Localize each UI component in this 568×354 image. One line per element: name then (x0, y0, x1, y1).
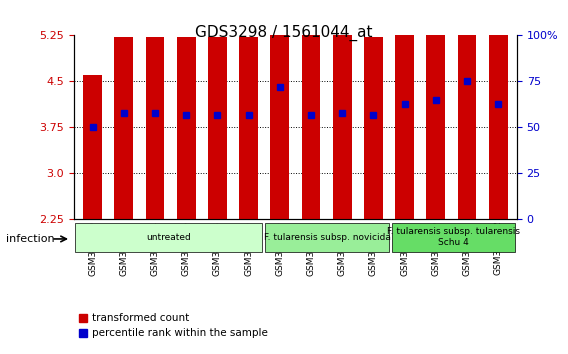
Bar (208, 37, 227, 219)
Bar (458, 0, 477, 219)
Bar (114, 36, 133, 219)
Bar (364, 36, 383, 219)
FancyBboxPatch shape (392, 223, 515, 251)
Bar (302, 35, 320, 219)
Bar (145, 37, 164, 219)
Text: F. tularensis subsp. novicida: F. tularensis subsp. novicida (264, 233, 390, 242)
Bar (333, 35, 352, 219)
Legend: transformed count, percentile rank within the sample: transformed count, percentile rank withi… (79, 313, 268, 338)
Text: untreated: untreated (147, 233, 191, 242)
Bar (489, 0, 508, 219)
FancyBboxPatch shape (265, 223, 389, 251)
Bar (177, 37, 195, 219)
FancyBboxPatch shape (76, 223, 262, 251)
Bar (270, 0, 289, 219)
Text: infection: infection (6, 234, 55, 244)
Text: F. tularensis subsp. tularensis
Schu 4: F. tularensis subsp. tularensis Schu 4 (387, 228, 520, 247)
Bar (239, 37, 258, 219)
Bar (83, 75, 102, 219)
Text: GDS3298 / 1561044_at: GDS3298 / 1561044_at (195, 25, 373, 41)
Bar (395, 0, 414, 219)
Bar (427, 0, 445, 219)
